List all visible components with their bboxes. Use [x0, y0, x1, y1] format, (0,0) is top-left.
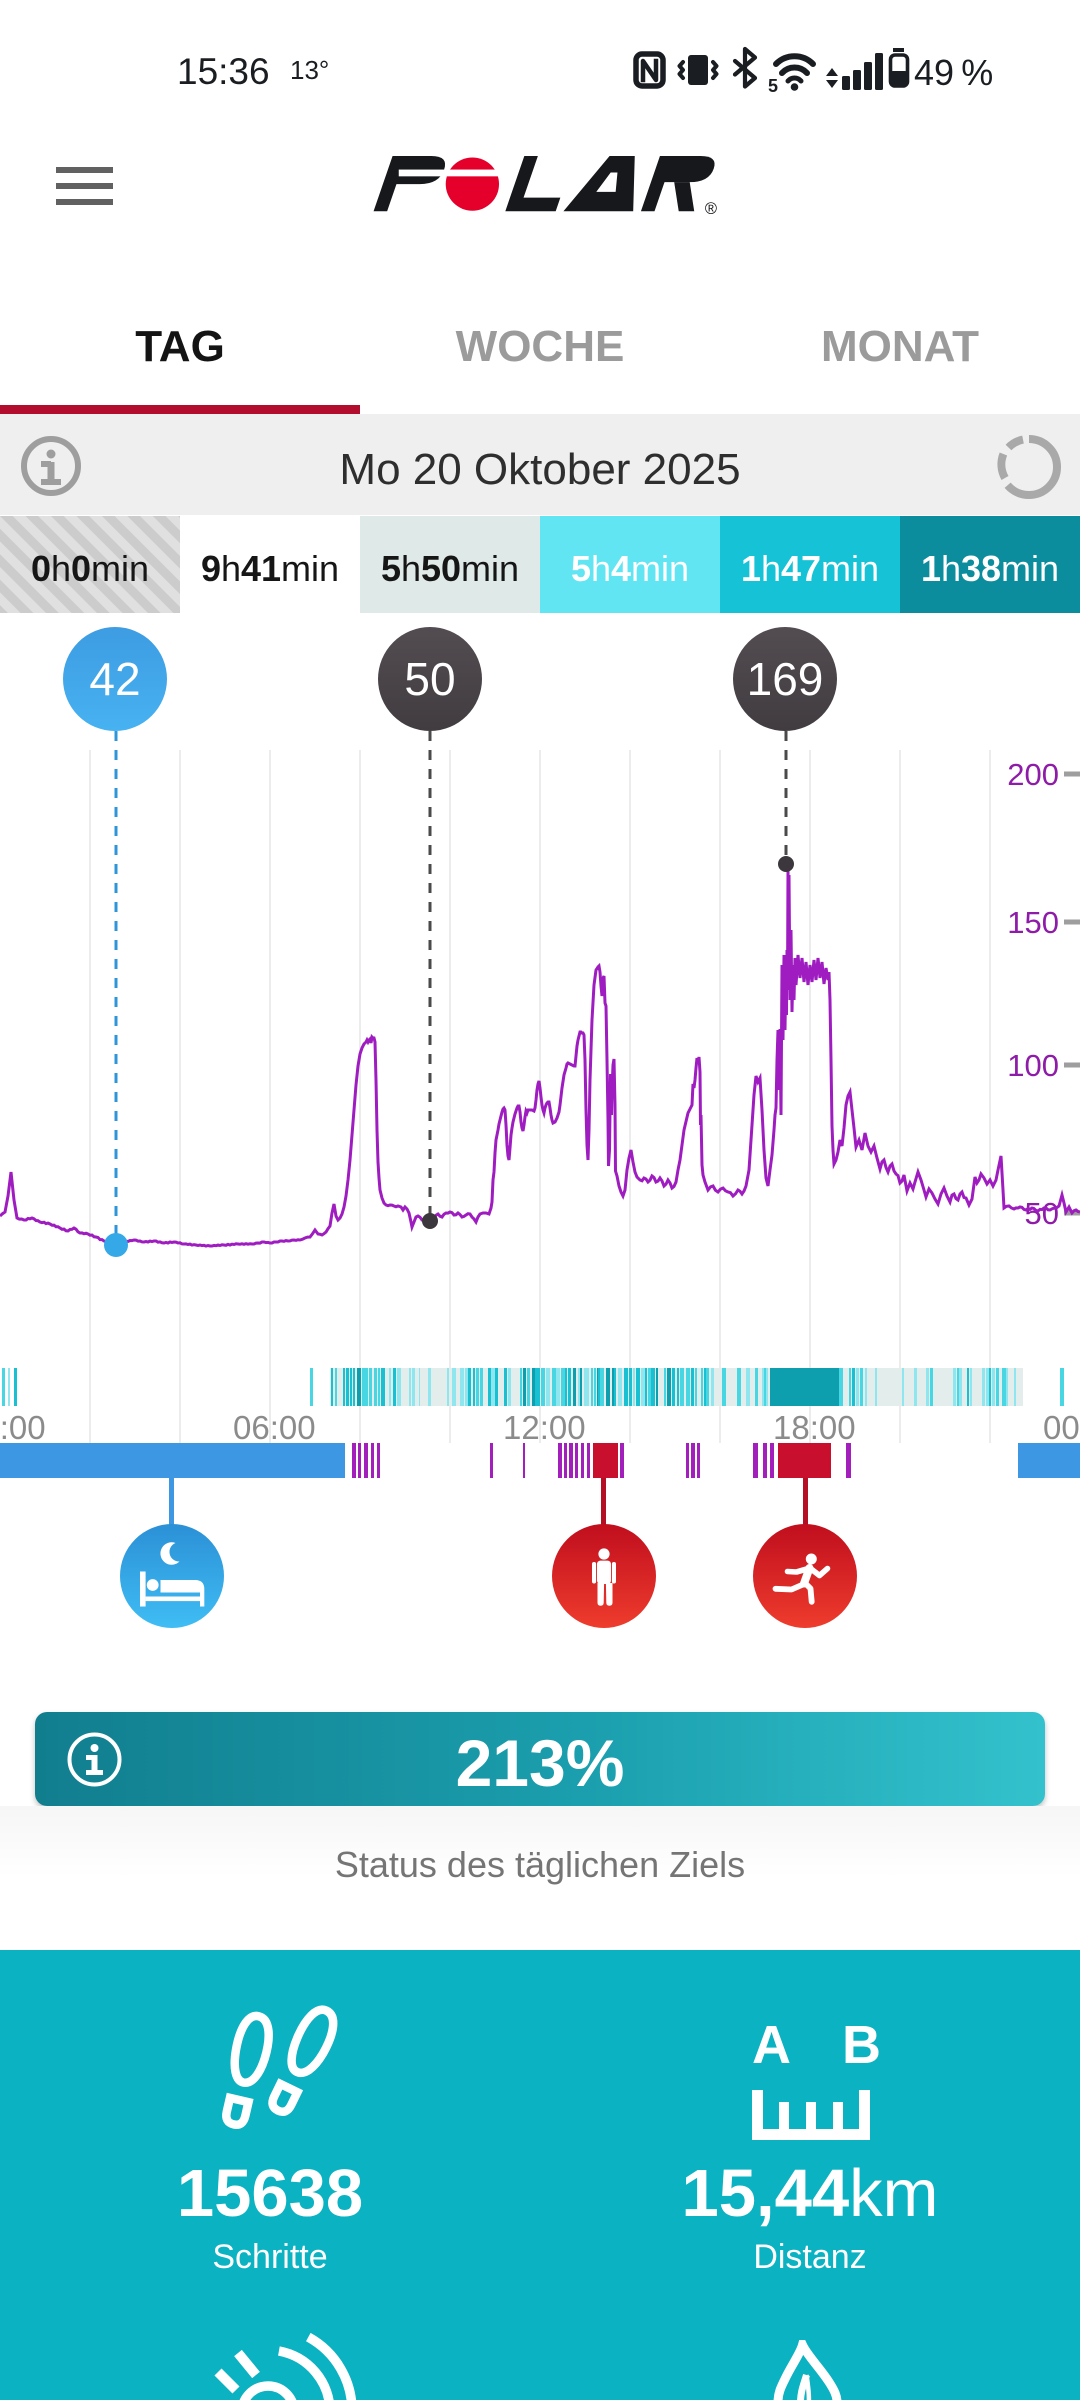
svg-text:®: ® [705, 200, 717, 218]
svg-text:200: 200 [1007, 757, 1059, 792]
svg-text:150: 150 [1007, 905, 1059, 940]
svg-text:42: 42 [89, 653, 140, 705]
svg-text:50: 50 [404, 653, 455, 705]
svg-text:100: 100 [1007, 1048, 1059, 1083]
svg-text:50: 50 [1025, 1196, 1059, 1231]
svg-text:169: 169 [747, 653, 824, 705]
svg-text:5: 5 [768, 76, 778, 94]
